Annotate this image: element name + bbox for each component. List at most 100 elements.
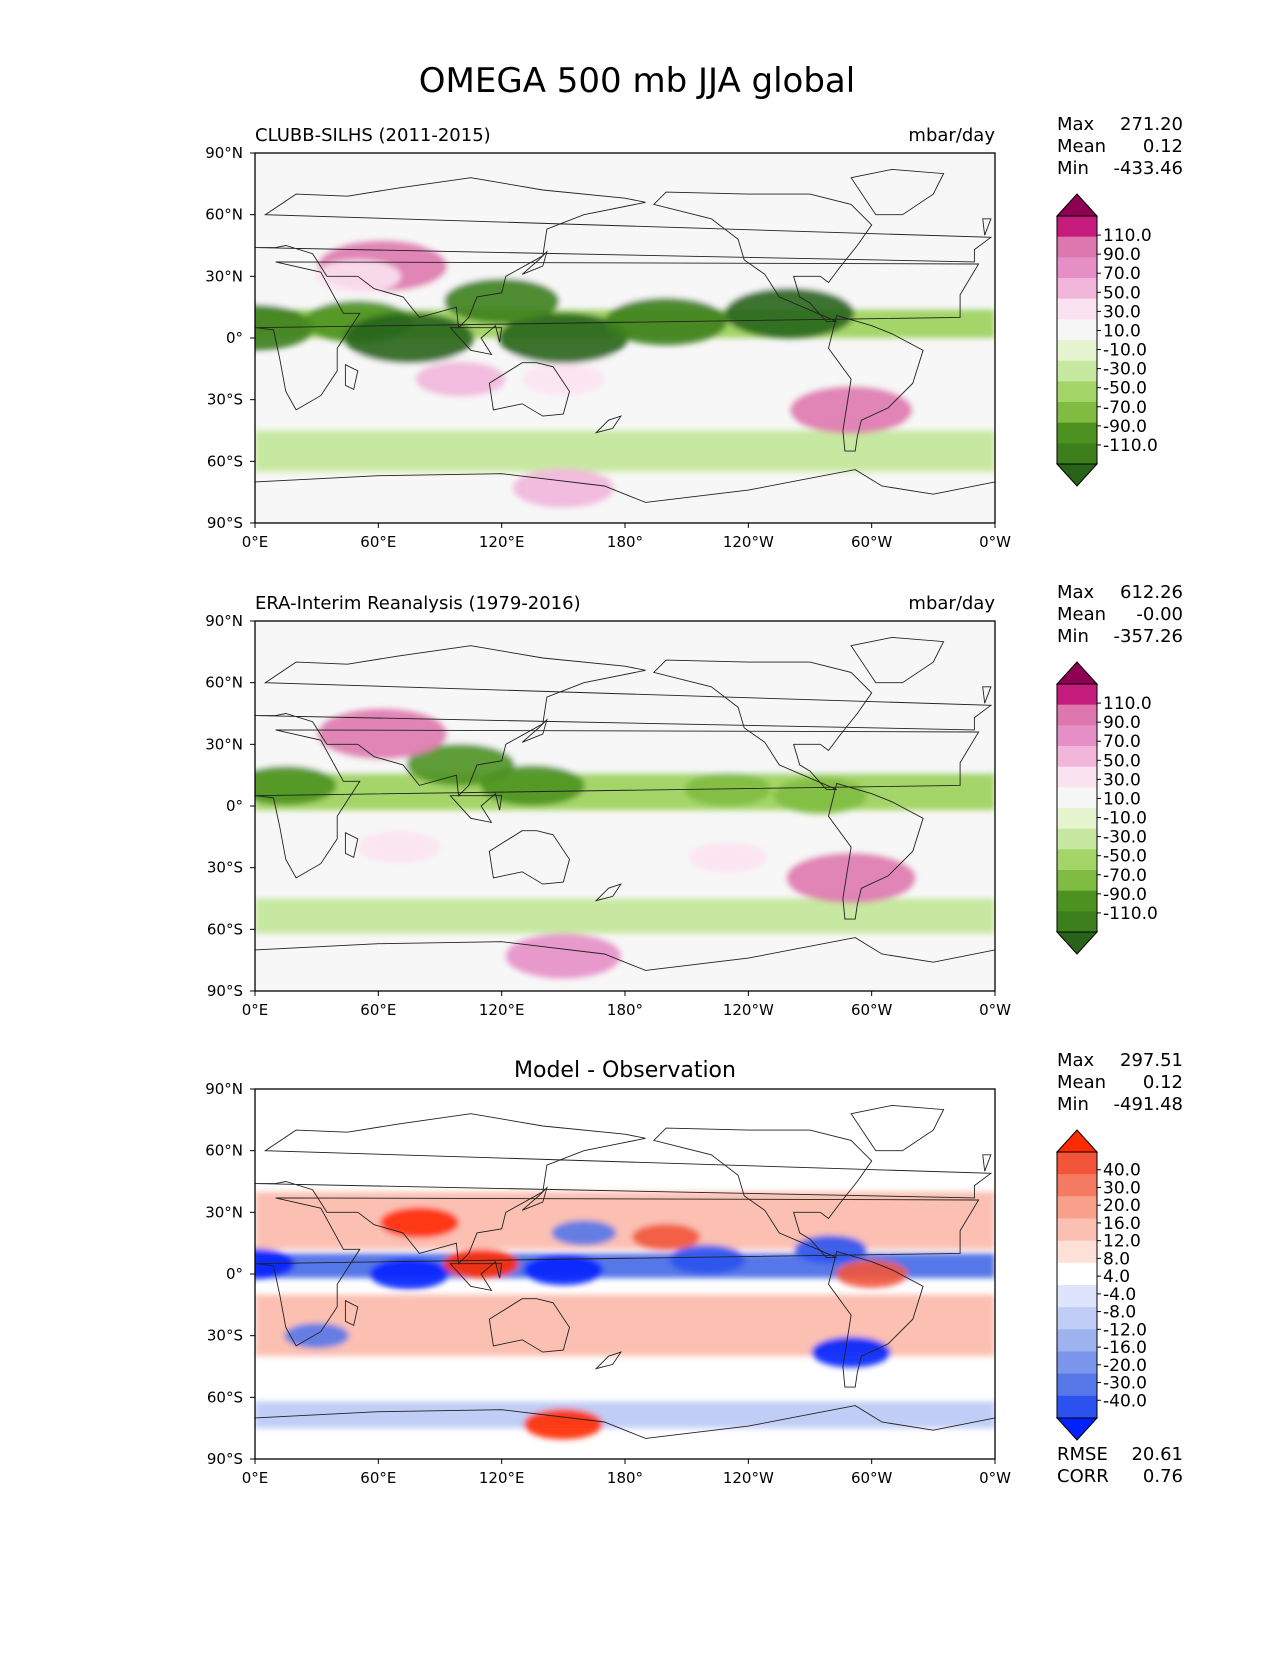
field-feature [688, 841, 768, 873]
colorbar-segment [1057, 422, 1097, 444]
colorbar-segment [1057, 911, 1097, 933]
colorbar-label: -4.0 [1103, 1285, 1136, 1305]
coastline [449, 792, 503, 824]
stat-mean-label: Mean [1057, 1072, 1106, 1093]
colorbar-label: -10.0 [1103, 341, 1147, 361]
panel-observation: ERA-Interim Reanalysis (1979-2016) mbar/… [205, 593, 1011, 1019]
stat-mean-label: Mean [1057, 604, 1106, 625]
panel-left-title: CLUBB-SILHS (2011-2015) [255, 125, 491, 146]
panel-model: CLUBB-SILHS (2011-2015) mbar/day 0°E 60°E… [205, 125, 1011, 551]
colorbar-label: 50.0 [1103, 283, 1141, 303]
anomaly-field [255, 708, 995, 979]
field-feature [631, 1223, 701, 1251]
x-tick-label: 0°W [979, 1469, 1011, 1487]
coastline [344, 831, 359, 859]
field-feature [786, 852, 916, 904]
coastline [344, 363, 359, 391]
colorbar-segment [1057, 1240, 1097, 1264]
colorbar: 110.090.070.050.030.010.0-10.0-30.0-50.0… [1055, 661, 1158, 955]
colorbar-label: 90.0 [1103, 713, 1141, 733]
colorbar-label: -40.0 [1103, 1391, 1147, 1411]
colorbar-segment [1057, 402, 1097, 424]
y-tick-label: 90°N [205, 612, 243, 630]
colorbar-label: -70.0 [1103, 398, 1147, 418]
x-tick-label: 120°W [723, 1001, 774, 1019]
field-band [255, 430, 995, 472]
x-tick-label: 60°W [851, 1469, 893, 1487]
coastline [255, 469, 995, 523]
field-feature [480, 765, 585, 806]
y-tick-label: 60°S [207, 452, 243, 470]
stat-min-label: Min [1057, 626, 1089, 647]
x-tick-label: 60°E [360, 533, 396, 551]
panel-center-title: Model - Observation [514, 1058, 736, 1083]
colorbar-label: 30.0 [1103, 302, 1141, 322]
colorbar-label: -8.0 [1103, 1303, 1136, 1323]
colorbar-segment [1057, 1152, 1097, 1175]
y-tick-label: 90°S [207, 1450, 243, 1468]
stat-min-value: -433.46 [1114, 158, 1183, 179]
colorbar-segment [1057, 704, 1097, 726]
y-tick-label: 30°N [205, 1203, 243, 1221]
panel-left-title: ERA-Interim Reanalysis (1979-2016) [255, 593, 581, 614]
field-feature [444, 278, 560, 324]
field-feature [794, 1235, 867, 1264]
field-feature [684, 772, 771, 807]
colorbar-segment [1057, 725, 1097, 747]
coastline [828, 782, 924, 920]
colorbar-label: -110.0 [1103, 904, 1158, 924]
colorbar-segment [1057, 1262, 1097, 1286]
stat-max-label: Max [1057, 114, 1095, 135]
colorbar-label: 10.0 [1103, 321, 1141, 341]
side-panel-model: Max 271.20 Mean 0.12 Min -433.46 110.090… [1055, 114, 1183, 487]
stat-mean-label: Mean [1057, 136, 1106, 157]
x-tick-label: 180° [607, 1001, 643, 1019]
coastline [488, 1298, 570, 1353]
colorbar-segment [1057, 849, 1097, 871]
x-tick-label: 120°E [479, 533, 525, 551]
colorbar-label: 70.0 [1103, 264, 1141, 284]
coastline [982, 1154, 992, 1172]
colorbar-segment [1057, 746, 1097, 768]
field-feature [505, 933, 621, 979]
x-tick-label: 120°E [479, 1001, 525, 1019]
x-tick-label: 180° [607, 533, 643, 551]
field-band [255, 1401, 995, 1429]
stat-mean-value: 0.12 [1143, 1072, 1183, 1093]
y-tick-label: 0° [226, 329, 243, 347]
colorbar-segment [1057, 828, 1097, 850]
colorbar-label: -110.0 [1103, 436, 1158, 456]
colorbar-label: 50.0 [1103, 751, 1141, 771]
y-tick-label: 60°N [205, 1142, 243, 1160]
field-feature [724, 288, 855, 339]
colorbar-segment [1057, 216, 1097, 238]
rmse-value: 20.61 [1131, 1444, 1183, 1465]
colorbar-extend-bottom [1055, 463, 1099, 487]
colorbar-segment [1057, 1196, 1097, 1219]
coastline [850, 168, 945, 216]
colorbar-label: -30.0 [1103, 1374, 1147, 1394]
coastline [521, 250, 548, 275]
field-feature [811, 1336, 891, 1368]
colorbar-label: -16.0 [1103, 1338, 1147, 1358]
x-tick-label: 180° [607, 1469, 643, 1487]
y-tick-label: 90°N [205, 1080, 243, 1098]
coastline [850, 1104, 945, 1152]
colorbar-segment [1057, 236, 1097, 258]
coastline [255, 261, 980, 411]
y-tick-label: 60°N [205, 674, 243, 692]
y-tick-label: 30°S [207, 391, 243, 409]
field-feature [284, 1323, 350, 1349]
map-axes: 0°E 60°E 120°E 180° 120°W 60°W 0°W 90°N 60°N 30°N… [205, 612, 1011, 1019]
panel-units: mbar/day [908, 125, 995, 146]
x-tick-label: 0°E [242, 1469, 269, 1487]
field-feature [773, 777, 868, 814]
colorbar-label: 90.0 [1103, 245, 1141, 265]
field-feature [669, 1244, 746, 1275]
map-area [255, 153, 995, 523]
colorbar-label: -30.0 [1103, 360, 1147, 380]
colorbar-segment [1057, 1395, 1097, 1419]
colorbar-frame [1056, 1151, 1098, 1419]
colorbar-label: -70.0 [1103, 866, 1147, 886]
colorbar-segment [1057, 319, 1097, 341]
